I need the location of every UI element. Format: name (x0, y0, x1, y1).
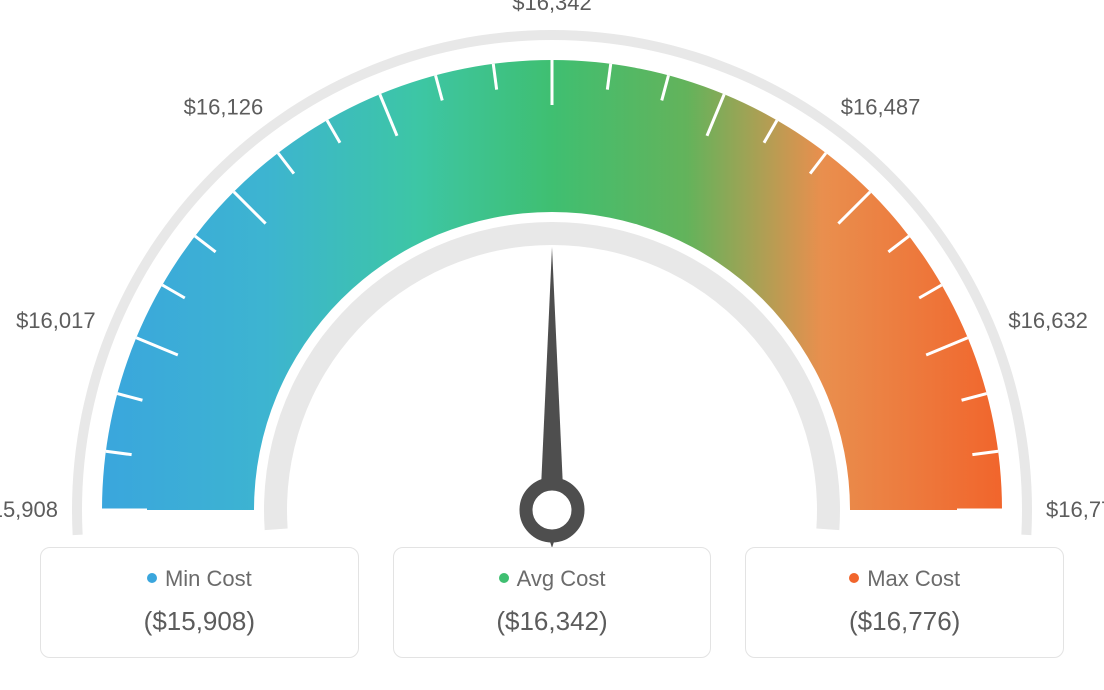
legend-card-avg: Avg Cost ($16,342) (393, 547, 712, 658)
legend-title-avg: Avg Cost (404, 566, 701, 592)
legend-label-max: Max Cost (867, 566, 960, 591)
legend-title-min: Min Cost (51, 566, 348, 592)
dot-max (849, 573, 859, 583)
gauge-scale-label: $16,017 (16, 308, 96, 334)
gauge-scale-label: $16,126 (184, 95, 264, 121)
gauge-scale-label: $15,908 (0, 497, 58, 523)
legend-label-min: Min Cost (165, 566, 252, 591)
dot-min (147, 573, 157, 583)
gauge-area: $15,908 $16,017 $16,126 $16,342 $16,487 $16,6… (0, 0, 1104, 540)
chart-container: $15,908 $16,017 $16,126 $16,342 $16,487 $16,6… (0, 0, 1104, 690)
legend-value-max: ($16,776) (756, 606, 1053, 637)
gauge-scale-label: $16,487 (841, 95, 921, 121)
gauge-svg (0, 0, 1104, 560)
legend-value-min: ($15,908) (51, 606, 348, 637)
legend-card-max: Max Cost ($16,776) (745, 547, 1064, 658)
gauge-scale-label: $16,776 (1046, 497, 1104, 523)
legend-card-min: Min Cost ($15,908) (40, 547, 359, 658)
gauge-scale-label: $16,342 (512, 0, 592, 16)
legend-title-max: Max Cost (756, 566, 1053, 592)
legend-label-avg: Avg Cost (517, 566, 606, 591)
legend-row: Min Cost ($15,908) Avg Cost ($16,342) Ma… (40, 547, 1064, 658)
legend-value-avg: ($16,342) (404, 606, 701, 637)
gauge-scale-label: $16,632 (1008, 308, 1088, 334)
dot-avg (499, 573, 509, 583)
